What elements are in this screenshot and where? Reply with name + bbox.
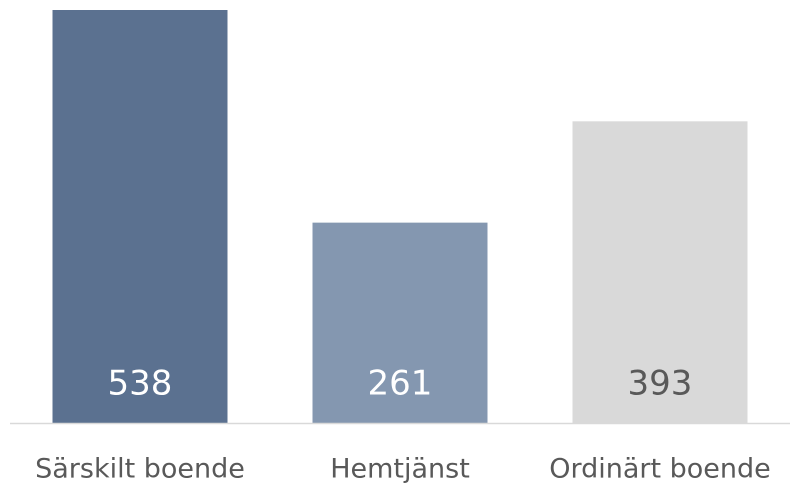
bar xyxy=(52,10,228,423)
bar xyxy=(572,121,748,423)
value-label: 393 xyxy=(628,364,693,404)
x-tick-label: Ordinärt boende xyxy=(549,454,771,485)
bar xyxy=(312,222,488,423)
x-tick-label: Särskilt boende xyxy=(35,454,245,485)
x-tick-label: Hemtjänst xyxy=(330,454,470,485)
value-label: 261 xyxy=(368,364,433,404)
value-label: 538 xyxy=(108,364,173,404)
